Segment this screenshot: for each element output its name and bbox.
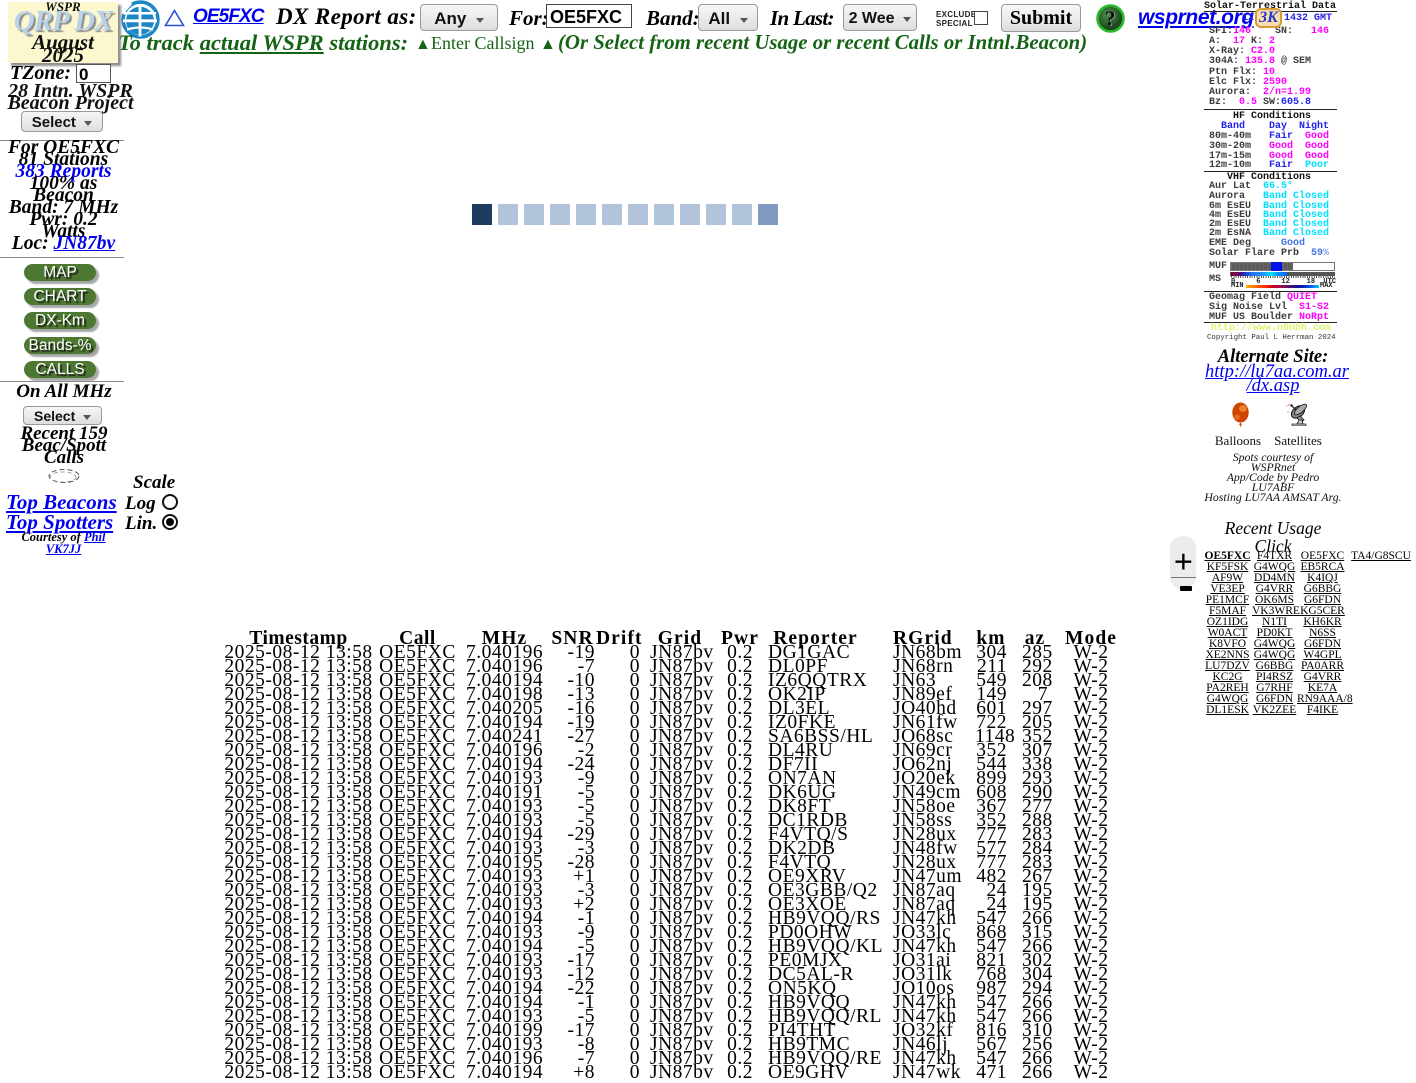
svg-text:?: ? bbox=[1106, 7, 1117, 31]
svg-text:?: ? bbox=[1105, 7, 1116, 31]
svg-text:·: · bbox=[1287, 410, 1289, 416]
svg-text:·ʻ: ·ʻ bbox=[1286, 404, 1290, 410]
